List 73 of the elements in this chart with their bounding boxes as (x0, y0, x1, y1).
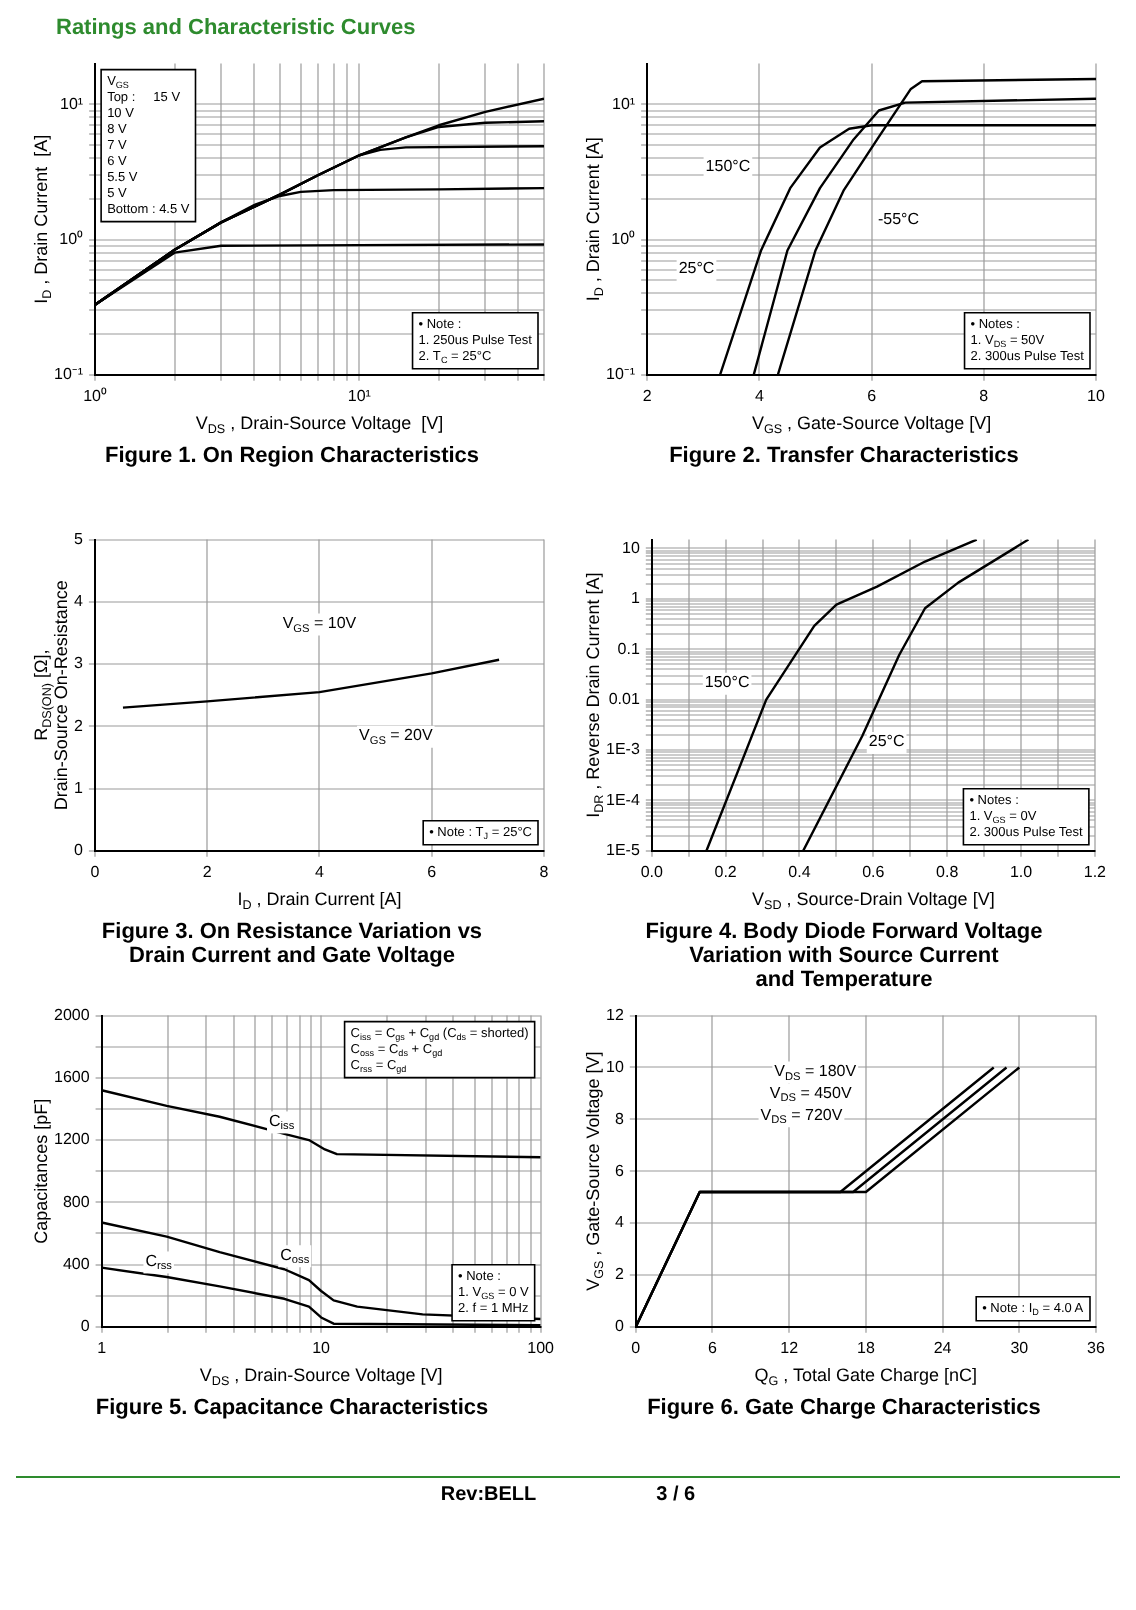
y-tick-label: 0 (614, 1317, 625, 1336)
x-tick-label: 4 (315, 862, 325, 881)
y-tick-label: 10¹ (60, 94, 84, 113)
annotation: 25°C (678, 259, 715, 278)
x-tick-label: 0.8 (936, 862, 960, 881)
annotation: 25°C (868, 732, 905, 751)
x-tick-label: 24 (933, 1338, 953, 1357)
y-tick-label: 1E-5 (605, 841, 641, 860)
text: Figure 5. Capacitance Characteristics (95, 1396, 489, 1424)
y-tick-label: 0.01 (608, 690, 641, 709)
x-tick-label: 12 (780, 1338, 800, 1357)
text: Figure 6. Gate Charge Characteristics (647, 1396, 1041, 1424)
x-tick-label: 6 (427, 862, 438, 881)
y-tick-label: 5 (73, 530, 84, 549)
y-tick-label: 1 (630, 589, 641, 608)
y-tick-label: 10⁻¹ (54, 365, 84, 384)
annotation: -55°C (877, 209, 920, 228)
y-tick-label: 4 (614, 1213, 625, 1232)
x-tick-label: 30 (1010, 1338, 1030, 1357)
y-tick-label: 0.1 (617, 639, 641, 658)
x-tick-label: 0.4 (788, 862, 812, 881)
y-tick-label: 10⁰ (611, 229, 636, 248)
text: 3 / 6 (656, 1484, 696, 1506)
text: Figure 1. On Region Characteristics (104, 444, 480, 472)
y-tick-label: 10⁻¹ (606, 365, 636, 384)
y-tick-label: 400 (62, 1254, 91, 1273)
x-tick-label: 0.2 (714, 862, 738, 881)
x-tick-label: 4 (754, 386, 765, 405)
x-tick-label: 1 (97, 1338, 108, 1357)
x-tick-label: 6 (708, 1338, 719, 1357)
y-tick-label: 10 (605, 1057, 625, 1076)
annotation: 150°C (704, 673, 750, 692)
text: Figure 4. Body Diode Forward Voltage Variation with Source Current and Temperature (645, 920, 1043, 996)
x-tick-label: 1.2 (1083, 862, 1108, 881)
y-tick-label: 1 (73, 778, 84, 797)
x-tick-label: 18 (856, 1338, 876, 1357)
y-tick-label: 12 (605, 1006, 625, 1025)
y-tick-label: 8 (614, 1109, 625, 1128)
x-tick-label: 10 (312, 1338, 332, 1357)
annotation: 150°C (705, 156, 751, 175)
x-tick-label: 2 (202, 862, 213, 881)
x-tick-label: 0.6 (862, 862, 886, 881)
x-tick-label: 1.0 (1009, 862, 1034, 881)
y-tick-label: 1200 (54, 1130, 91, 1149)
text: Figure 2. Transfer Characteristics (669, 444, 1019, 472)
y-tick-label: 2 (73, 716, 84, 735)
x-tick-label: 8 (539, 862, 550, 881)
text: Rev:BELL (440, 1484, 537, 1506)
x-tick-label: 10 (1087, 386, 1106, 405)
y-tick-label: 0 (73, 841, 84, 860)
y-tick-label: 2000 (54, 1006, 91, 1025)
y-tick-label: 800 (62, 1192, 91, 1211)
text: Ratings and Characteristic Curves (56, 16, 418, 40)
y-axis-title: Capacitances [pF] (30, 1098, 51, 1244)
y-tick-label: 2 (614, 1265, 625, 1284)
x-tick-label: 100 (527, 1338, 556, 1357)
y-tick-label: 6 (614, 1161, 625, 1180)
y-tick-label: 1600 (54, 1068, 91, 1087)
x-tick-label: 8 (979, 386, 990, 405)
x-tick-label: 6 (867, 386, 878, 405)
x-tick-label: 36 (1087, 1338, 1106, 1357)
y-tick-label: 10⁰ (59, 229, 84, 248)
x-tick-label: 0.0 (640, 862, 665, 881)
y-tick-label: 4 (73, 592, 84, 611)
text: Figure 3. On Resistance Variation vs Drain Current and Gate Voltage (101, 920, 483, 972)
y-tick-label: 3 (73, 654, 84, 673)
y-tick-label: 10¹ (612, 94, 636, 113)
y-tick-label: 0 (80, 1317, 91, 1336)
y-tick-label: 10 (621, 538, 641, 557)
x-tick-label: 10¹ (347, 386, 372, 405)
y-tick-label: 1E-4 (605, 790, 641, 809)
x-tick-label: 2 (642, 386, 653, 405)
y-tick-label: 1E-3 (605, 740, 641, 759)
